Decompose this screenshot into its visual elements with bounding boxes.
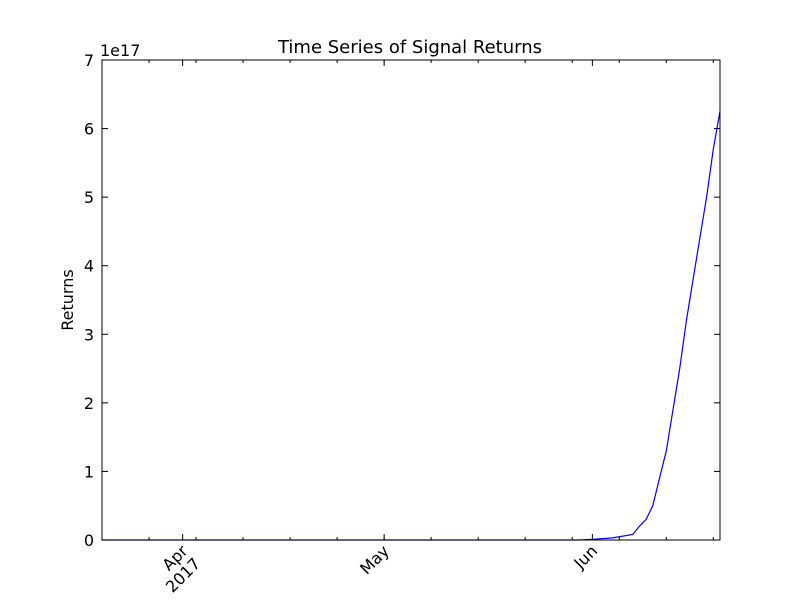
y-axis-label: Returns <box>58 269 77 330</box>
y-tick-label: 1 <box>84 462 94 481</box>
y-tick-label: 0 <box>84 531 94 550</box>
y-tick-label: 6 <box>84 120 94 139</box>
y-axis-offset-label: 1e17 <box>100 41 140 60</box>
plot-frame <box>101 59 721 541</box>
y-axis-ticks: 0 1 2 3 4 5 6 7 <box>84 51 720 550</box>
y-tick-label: 2 <box>84 394 94 413</box>
y-tick-label: 3 <box>84 325 94 344</box>
y-tick-label: 4 <box>84 257 94 276</box>
y-tick-label: 5 <box>84 188 94 207</box>
chart-title: Time Series of Signal Returns <box>277 37 542 58</box>
y-tick-label: 7 <box>84 51 94 70</box>
